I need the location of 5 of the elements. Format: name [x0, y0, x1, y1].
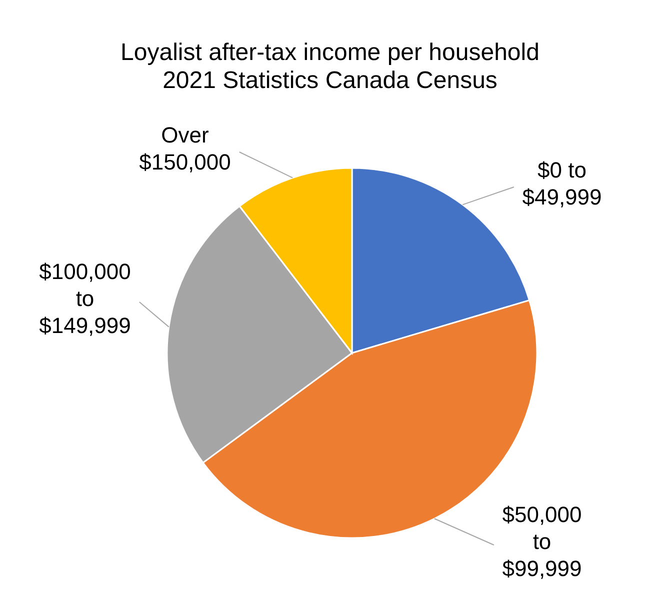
slice-label: $0 to $49,999	[522, 157, 602, 209]
slice-label: $100,000 to $149,999	[39, 258, 131, 338]
slice-label: Over $150,000	[139, 122, 231, 174]
chart-title: Loyalist after-tax income per household 2021 Statistics Canada Census	[120, 39, 540, 94]
slice-label: $50,000 to $99,999	[502, 502, 582, 580]
